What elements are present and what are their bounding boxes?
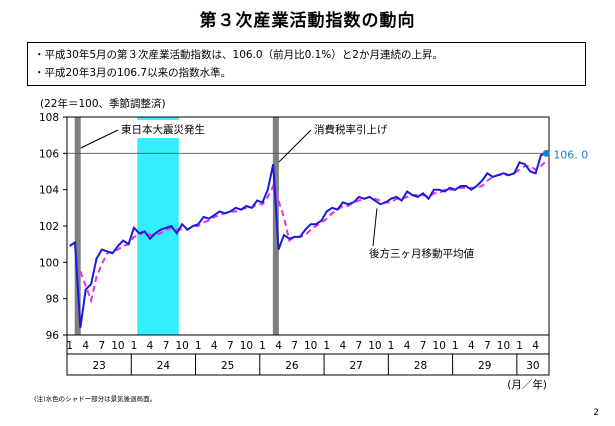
y-tick-label: 102 [39,221,59,233]
month-tick-label: 1 [323,340,330,352]
y-tick-label: 104 [39,185,59,197]
event-label-bg-2 [312,120,412,138]
year-label: 27 [350,360,363,372]
month-tick-label: 10 [497,340,510,352]
month-tick-label: 7 [291,340,298,352]
month-tick-label: 10 [240,340,253,352]
summary-box: ・平成30年5月の第３次産業活動指数は、106.0（前月比0.1%）と2か月連続… [27,42,586,86]
series-index [69,152,547,328]
month-tick-label: 1 [516,340,523,352]
year-label: 28 [414,360,427,372]
page-title: 第３次産業活動指数の動向 [199,11,416,31]
month-tick-label: 1 [259,340,266,352]
month-tick-label: 10 [368,340,381,352]
year-label: 24 [157,360,171,372]
moving-average-pointer [372,208,378,247]
x-unit-label: (月／年) [507,378,547,391]
month-tick-label: 1 [452,340,459,352]
latest-point-marker [542,149,550,157]
page-number: 2 [593,408,599,418]
footnote: (注)水色のシャドー部分は景気後退局面。 [34,395,157,403]
month-tick-label: 7 [356,340,363,352]
year-label: 23 [92,360,105,372]
y-tick-label: 108 [39,112,59,124]
month-tick-label: 1 [131,340,138,352]
month-tick-label: 7 [98,340,105,352]
month-tick-label: 4 [275,340,282,352]
x-axis-box [66,334,550,376]
series-moving-average [79,159,548,304]
year-label: 29 [478,360,491,372]
event-bar-2 [272,117,279,335]
month-tick-label: 7 [484,340,491,352]
latest-point-label: 106. 0 [553,148,588,161]
y-tick-label: 98 [46,294,59,306]
year-label: 30 [526,360,539,372]
month-tick-label: 7 [227,340,234,352]
summary-line-2: ・平成20年3月の106.7以来の指数水準。 [34,67,232,79]
month-tick-label: 1 [388,340,395,352]
month-tick-label: 10 [433,340,446,352]
month-tick-label: 7 [163,340,170,352]
event-label-bg-1 [118,120,230,138]
month-tick-label: 10 [175,340,188,352]
month-tick-label: 4 [404,340,411,352]
y-tick-label: 106 [39,148,59,160]
month-tick-label: 4 [147,340,154,352]
moving-average-label: 後方三ヶ月移動平均値 [369,247,474,260]
month-tick-label: 7 [420,340,427,352]
year-label: 25 [221,360,234,372]
month-tick-label: 4 [211,340,218,352]
event-label-consumption-tax: 消費税率引上げ [314,123,388,136]
month-tick-label: 4 [339,340,346,352]
summary-line-1: ・平成30年5月の第３次産業活動指数は、106.0（前月比0.1%）と2か月連続… [34,49,443,61]
event-label-earthquake: 東日本大震災発生 [121,123,205,136]
month-tick-label: 4 [468,340,475,352]
event-bar-1 [74,117,81,335]
chart-unit-label: (22年＝100、季節調整済) [40,98,166,110]
y-tick-label: 96 [46,330,60,342]
month-tick-label: 4 [532,340,539,352]
month-tick-label: 10 [304,340,317,352]
month-tick-label: 4 [82,340,89,352]
month-tick-label: 10 [111,340,124,352]
event-pointer-consumption-tax [278,129,312,163]
event-pointer-earthquake [80,129,119,149]
month-tick-label: 1 [66,340,73,352]
y-tick-label: 100 [39,257,59,269]
year-label: 26 [285,360,299,372]
month-tick-label: 1 [195,340,202,352]
